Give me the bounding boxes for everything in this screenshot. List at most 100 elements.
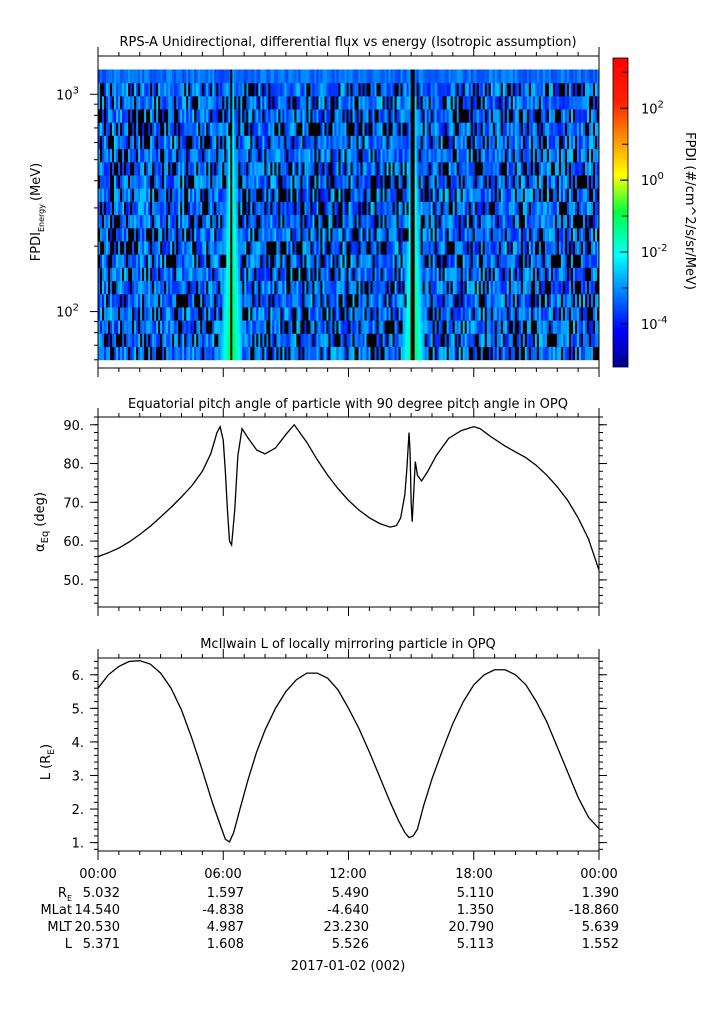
heatmap-cell: [306, 280, 309, 295]
heatmap-cell: [500, 95, 504, 110]
heatmap-cell: [470, 95, 474, 110]
heatmap-cell: [452, 241, 456, 255]
heatmap-cell: [476, 320, 480, 334]
heatmap-cell: [184, 201, 187, 216]
heatmap-cell: [218, 214, 221, 229]
heatmap-cell: [242, 320, 245, 334]
heatmap-cell: [488, 95, 492, 110]
heatmap-cell: [570, 320, 574, 334]
heatmap-cell: [448, 227, 452, 242]
heatmap-cell: [452, 267, 456, 282]
heatmap-cell: [232, 346, 235, 361]
heatmap-cell: [372, 293, 375, 308]
heatmap-cell: [558, 241, 562, 255]
heatmap-cell: [404, 95, 408, 110]
heatmap-cell: [322, 201, 325, 216]
heatmap-cell: [252, 95, 255, 110]
heatmap-cell: [494, 214, 498, 229]
heatmap-cell: [248, 307, 251, 321]
heatmap-cell: [532, 109, 536, 123]
heatmap-cell: [508, 95, 512, 110]
heatmap-cell: [542, 254, 546, 268]
heatmap-cell: [590, 320, 594, 334]
heatmap-cell: [314, 201, 317, 216]
heatmap-cell: [366, 135, 369, 150]
heatmap-cell: [512, 214, 516, 229]
heatmap-cell: [520, 148, 524, 163]
heatmap-cell: [202, 293, 205, 308]
heatmap-cell: [126, 188, 129, 202]
heatmap-cell: [300, 346, 303, 361]
heatmap-cell: [456, 188, 460, 202]
heatmap-cell: [286, 227, 289, 242]
heatmap-cell: [522, 161, 526, 176]
heatmap-cell: [410, 109, 414, 123]
heatmap-cell: [597, 307, 599, 321]
heatmap-cell: [298, 161, 301, 176]
heatmap-cell: [152, 175, 155, 189]
heatmap-cell: [298, 293, 301, 308]
heatmap-cell: [276, 109, 279, 123]
heatmap-cell: [178, 161, 181, 176]
heatmap-cell: [110, 254, 113, 268]
heatmap-cell: [532, 214, 536, 229]
heatmap-cell: [374, 214, 377, 229]
heatmap-cell: [324, 320, 327, 334]
heatmap-cell: [394, 175, 397, 189]
heatmap-cell: [356, 227, 359, 242]
heatmap-cell: [380, 333, 383, 347]
heatmap-cell: [116, 346, 119, 361]
heatmap-cell: [186, 95, 189, 110]
heatmap-cell: [564, 148, 568, 163]
heatmap-cell: [538, 241, 542, 255]
heatmap-cell: [324, 201, 327, 216]
heatmap-cell: [582, 241, 586, 255]
heatmap-cell: [254, 280, 257, 295]
heatmap-cell: [118, 95, 121, 110]
heatmap-cell: [554, 188, 558, 202]
heatmap-cell: [112, 188, 115, 202]
heatmap-cell: [304, 109, 307, 123]
heatmap-cell: [214, 148, 217, 163]
heatmap-cell: [232, 175, 235, 189]
heatmap-cell: [452, 175, 456, 189]
heatmap-cell: [328, 280, 331, 295]
heatmap-cell: [164, 214, 167, 229]
heatmap-cell: [302, 280, 305, 295]
heatmap-cell: [556, 201, 560, 216]
heatmap-cell: [476, 148, 480, 163]
heatmap-cell: [170, 307, 173, 321]
heatmap-cell: [436, 280, 440, 295]
heatmap-cell: [376, 148, 379, 163]
heatmap-cell: [216, 122, 219, 136]
heatmap-cell: [486, 320, 490, 334]
heatmap-cell: [114, 346, 117, 361]
heatmap-cell: [518, 122, 522, 136]
heatmap-cell: [512, 241, 516, 255]
heatmap-cell: [138, 254, 141, 268]
heatmap-cell: [570, 95, 574, 110]
heatmap-cell: [276, 227, 279, 242]
heatmap-cell: [476, 254, 480, 268]
heatmap-cell: [192, 135, 195, 150]
heatmap-cell: [306, 227, 309, 242]
heatmap-cell: [348, 214, 351, 229]
heatmap-cell: [498, 135, 502, 150]
heatmap-cell: [100, 122, 103, 136]
heatmap-cell: [582, 267, 586, 282]
heatmap-cell: [372, 254, 375, 268]
heatmap-cell: [188, 201, 191, 216]
heatmap-cell: [176, 161, 179, 176]
heatmap-cell: [350, 214, 353, 229]
heatmap-cell: [444, 241, 448, 255]
heatmap-cell: [154, 161, 157, 176]
heatmap-cell: [422, 148, 426, 163]
heatmap-cell: [274, 241, 277, 255]
heatmap-cell: [492, 346, 496, 361]
heatmap-cell: [564, 122, 568, 136]
heatmap-cell: [510, 241, 514, 255]
heatmap-cell: [356, 293, 359, 308]
heatmap-cell: [280, 161, 283, 176]
heatmap-cell: [552, 333, 556, 347]
heatmap-cell: [404, 122, 408, 136]
